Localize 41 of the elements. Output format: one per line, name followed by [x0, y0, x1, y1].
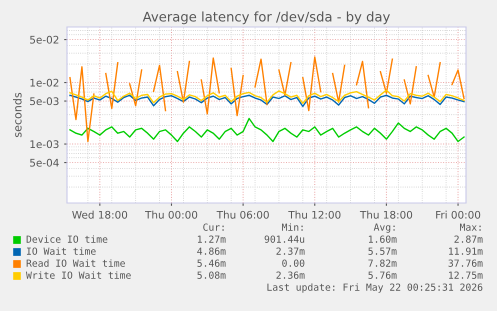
- text: 5.57m: [368, 248, 397, 255]
- line-series: [69, 94, 465, 108]
- y-tick-label: 5e-03: [30, 97, 59, 106]
- y-tick-label: 1e-02: [30, 78, 58, 87]
- text: 901.44u: [264, 235, 304, 243]
- x-tick-label: Fri 00:00: [436, 210, 480, 219]
- text: 2.87m: [454, 235, 483, 243]
- x-tick-label: Wed 18:00: [72, 210, 128, 219]
- text: Avg:: [374, 224, 395, 233]
- y-tick-label: 1e-03: [30, 140, 59, 148]
- text: 37.76m: [448, 259, 483, 267]
- text: Min:: [282, 223, 303, 231]
- text: 2.36m: [276, 271, 305, 279]
- legend-label: Device IO time: [26, 235, 108, 243]
- x-tick-label: Thu 06:00: [216, 210, 269, 219]
- legend-label: Read IO Wait time: [26, 259, 125, 267]
- line-series: [69, 118, 465, 142]
- legend-label: IO Wait time: [26, 247, 96, 255]
- text: 1.60m: [368, 235, 397, 243]
- text: 11.91m: [449, 247, 483, 255]
- line-series: [69, 90, 465, 104]
- text: 2.37m: [276, 247, 305, 255]
- text: 5.76m: [368, 271, 397, 279]
- text: 5.46m: [197, 259, 226, 267]
- text: 12.75m: [449, 271, 483, 279]
- text: Max:: [460, 224, 481, 231]
- text: Cur:: [203, 223, 224, 231]
- text: 4.86m: [197, 247, 226, 255]
- legend-label: Write IO Wait time: [26, 271, 131, 279]
- chart-title: Average latency for /dev/sda - by day: [142, 11, 390, 24]
- text: Last update: Fri May 22 00:25:31 2026: [267, 283, 482, 293]
- text: 1.27m: [198, 235, 226, 243]
- y-tick-label: 5e-04: [30, 158, 59, 167]
- text: 5.08m: [197, 271, 226, 279]
- text: 7.82m: [368, 259, 397, 267]
- y-axis-title: seconds: [13, 92, 22, 138]
- x-tick-label: Thu 18:00: [360, 210, 412, 219]
- text: 0.00: [282, 259, 304, 267]
- x-tick-label: Thu 12:00: [288, 210, 341, 219]
- y-tick-label: 5e-02: [30, 36, 58, 44]
- x-tick-label: Thu 00:00: [145, 210, 198, 219]
